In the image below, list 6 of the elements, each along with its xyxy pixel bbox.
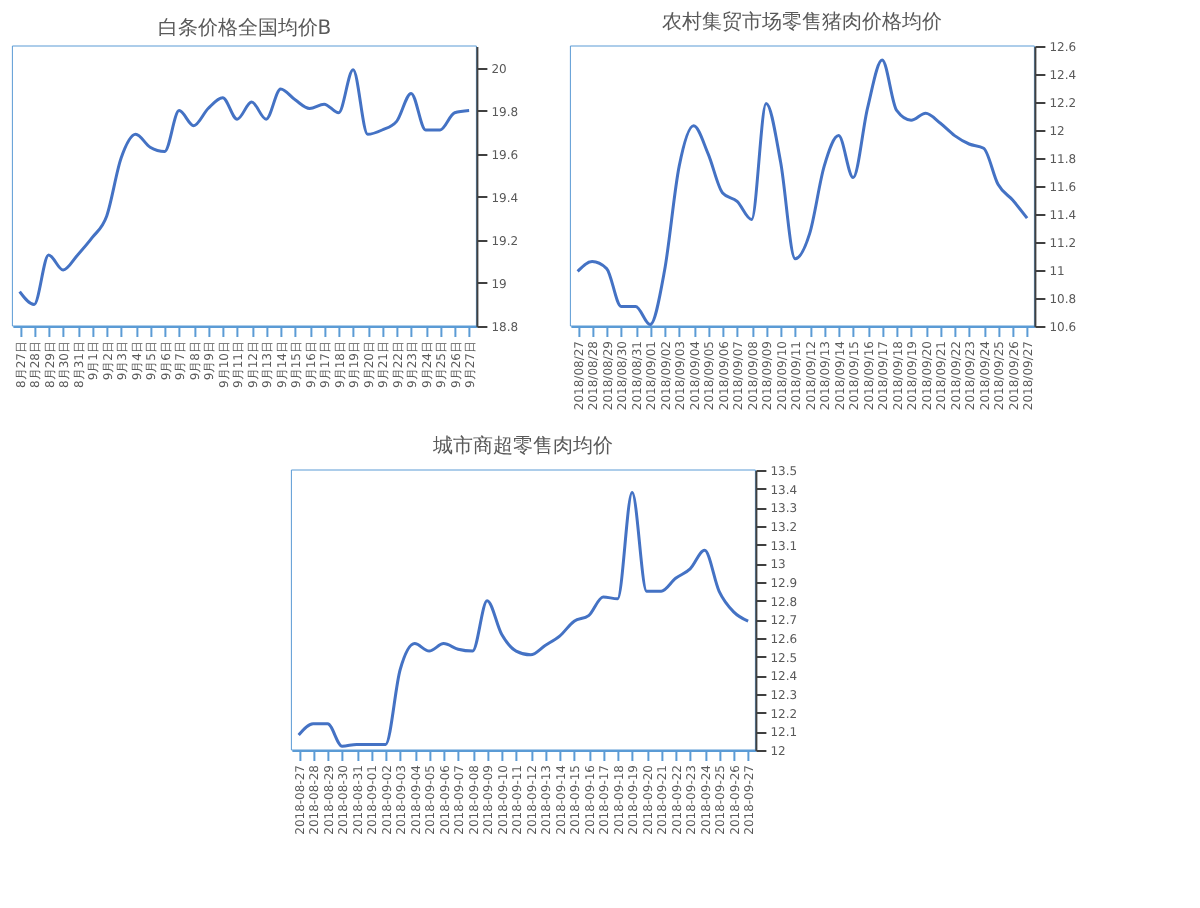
- chart-title: 农村集贸市场零售猪肉价格均价: [662, 10, 943, 34]
- chart-title: 白条价格全国均价B: [157, 16, 332, 40]
- line-series: [576, 58, 1029, 327]
- chart-title: 城市商超零售肉均价: [431, 434, 614, 458]
- line-series: [297, 490, 750, 748]
- line-series: [18, 68, 471, 306]
